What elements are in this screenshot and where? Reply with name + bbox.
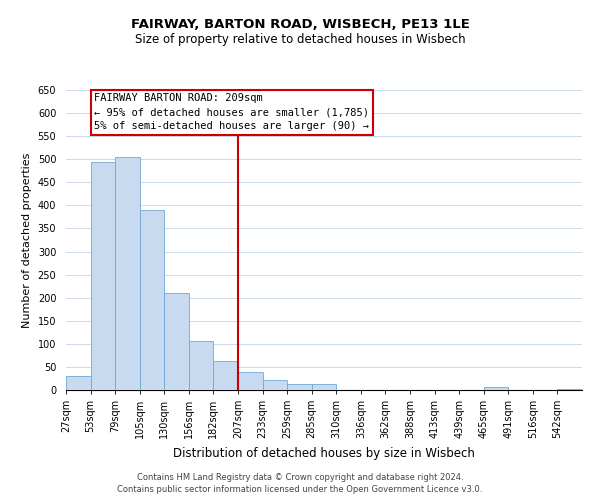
Bar <box>140 210 164 390</box>
Bar <box>164 293 189 390</box>
X-axis label: Distribution of detached houses by size in Wisbech: Distribution of detached houses by size … <box>173 446 475 460</box>
Bar <box>91 162 115 390</box>
Bar <box>66 376 91 390</box>
Bar <box>189 340 214 390</box>
Text: Contains HM Land Registry data © Crown copyright and database right 2024.
Contai: Contains HM Land Registry data © Crown c… <box>118 472 482 494</box>
Bar <box>287 384 312 390</box>
Bar <box>238 372 263 390</box>
Bar <box>557 388 582 390</box>
Y-axis label: Number of detached properties: Number of detached properties <box>22 152 32 328</box>
Bar <box>115 157 140 390</box>
Text: FAIRWAY, BARTON ROAD, WISBECH, PE13 1LE: FAIRWAY, BARTON ROAD, WISBECH, PE13 1LE <box>131 18 469 30</box>
Text: Size of property relative to detached houses in Wisbech: Size of property relative to detached ho… <box>134 32 466 46</box>
Bar <box>312 384 336 390</box>
Bar <box>484 387 508 390</box>
Bar <box>214 362 238 390</box>
Bar <box>263 380 287 390</box>
Text: FAIRWAY BARTON ROAD: 209sqm
← 95% of detached houses are smaller (1,785)
5% of s: FAIRWAY BARTON ROAD: 209sqm ← 95% of det… <box>94 93 369 131</box>
